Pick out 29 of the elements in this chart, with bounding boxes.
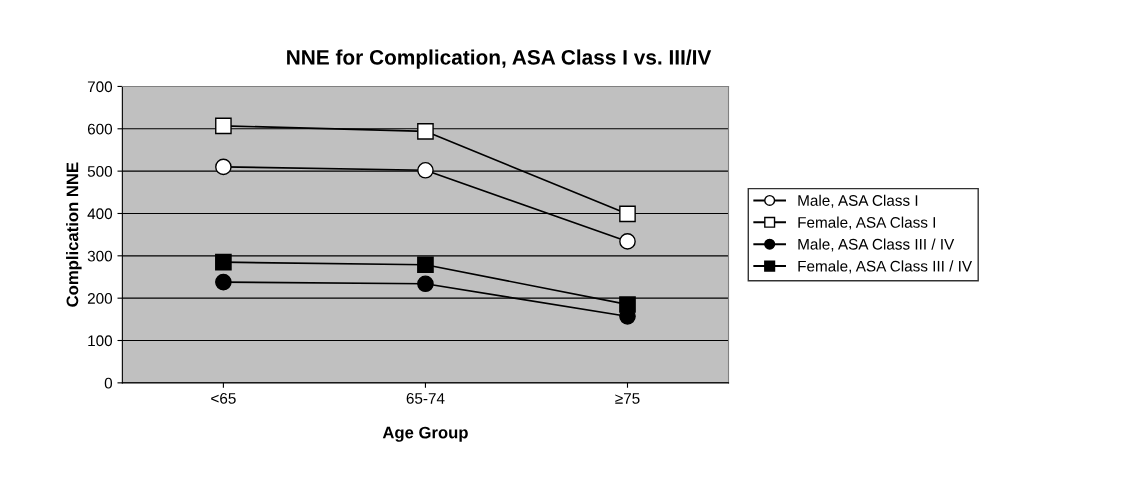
chart-title: NNE for Complication, ASA Class I vs. III/IV xyxy=(287,49,712,69)
y-tick-label: 0 xyxy=(104,377,113,389)
y-tick-label: 500 xyxy=(87,166,113,177)
legend-label: Male, ASA Class I xyxy=(798,194,918,208)
y-tick-label: 400 xyxy=(87,208,113,220)
legend-label: Female, ASA Class I xyxy=(798,216,936,230)
y-tick-label: 600 xyxy=(87,123,113,135)
x-tick-label: ≥75 xyxy=(615,393,640,404)
point xyxy=(619,233,636,250)
y-axis-title: Complication NNE xyxy=(66,162,82,307)
point xyxy=(215,273,232,291)
point xyxy=(417,161,434,179)
point xyxy=(417,256,434,274)
x-axis-title: Age Group xyxy=(382,426,468,442)
point xyxy=(417,122,434,140)
legend-label: Female, ASA Class III / IV xyxy=(798,260,973,274)
point xyxy=(417,275,434,293)
point xyxy=(215,158,232,176)
y-tick-label: 100 xyxy=(88,335,113,347)
point xyxy=(619,296,636,313)
legend-label: Male, ASA Class III / IV xyxy=(798,238,955,252)
y-tick-label: 300 xyxy=(87,250,113,262)
x-tick-label: <65 xyxy=(211,392,236,404)
x-tick-label: 65-74 xyxy=(406,392,445,404)
y-tick-label: 200 xyxy=(87,293,113,304)
point xyxy=(619,205,636,223)
point xyxy=(215,253,232,271)
y-tick-label: 700 xyxy=(87,81,113,93)
point xyxy=(215,117,232,135)
